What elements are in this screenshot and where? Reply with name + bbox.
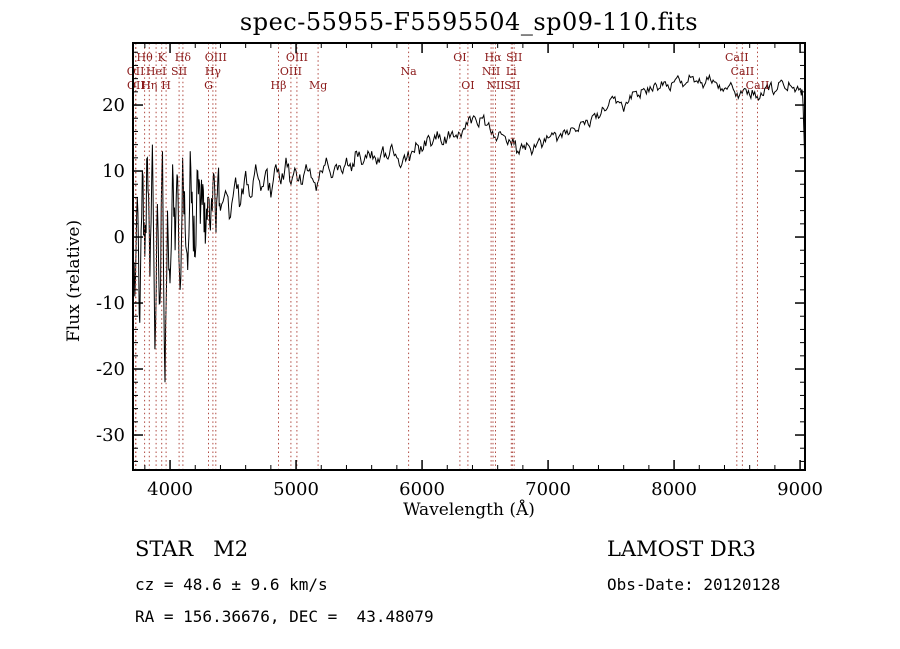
spectral-line-label: CaII	[725, 51, 749, 64]
x-tick-label: 4000	[147, 479, 193, 500]
spectral-line-label: OIII	[286, 51, 308, 64]
spectral-line-label: OII	[127, 79, 145, 92]
spectral-line-label: Hθ	[136, 51, 153, 64]
x-axis-label: Wavelength (Å)	[403, 500, 535, 520]
y-tick-label: 20	[102, 95, 125, 116]
spectral-line-label: HeI	[146, 65, 166, 78]
spectral-line-label: K	[158, 51, 167, 64]
y-tick-label: -30	[96, 425, 125, 446]
x-tick-label: 5000	[273, 479, 319, 500]
y-tick-label: -20	[96, 359, 125, 380]
spectral-line-label: Hα	[484, 51, 502, 64]
spectral-line-label: OII	[127, 65, 145, 78]
spectral-line-label: OIII	[205, 51, 227, 64]
spectral-line-label: Na	[401, 65, 418, 78]
spectral-line-label: Hγ	[205, 65, 222, 78]
spectral-line-label: H	[161, 79, 171, 92]
plot-title: spec-55955-F5595504_sp09-110.fits	[239, 8, 699, 36]
spectral-line-label: SII	[171, 65, 187, 78]
x-tick-label: 9000	[777, 479, 823, 500]
y-tick-label: 10	[102, 161, 125, 182]
ra-dec-text: RA = 156.36676, DEC = 43.48079	[135, 607, 434, 626]
spectrum-trace	[133, 73, 805, 383]
spectral-line-label: Hβ	[271, 79, 287, 92]
classification-text: STAR M2	[135, 537, 249, 561]
spectral-line-label: OI	[461, 79, 474, 92]
spectral-line-label: NII	[486, 79, 504, 92]
y-tick-label: -10	[96, 293, 125, 314]
survey-release-text: LAMOST DR3	[607, 537, 756, 561]
spectral-line-label: Mg	[309, 79, 327, 92]
spectral-line-label: CaII	[746, 79, 770, 92]
spectral-line-label: CaII	[731, 65, 755, 78]
spectral-line-label: G	[204, 79, 213, 92]
spectral-line-label: SII	[504, 79, 520, 92]
obs-date-text: Obs-Date: 20120128	[607, 575, 781, 594]
plot-border	[132, 42, 806, 471]
spectral-line-label: Hη	[141, 79, 157, 92]
x-tick-label: 6000	[399, 479, 445, 500]
spectral-line-label: SII	[506, 51, 522, 64]
x-tick-label: 8000	[651, 479, 697, 500]
spectral-line-label: OIII	[280, 65, 302, 78]
cz-velocity-text: cz = 48.6 ± 9.6 km/s	[135, 575, 328, 594]
spectral-line-label: NII	[482, 65, 500, 78]
spectral-line-label: Hδ	[175, 51, 192, 64]
x-tick-label: 7000	[525, 479, 571, 500]
spectral-line-label: Li	[506, 65, 517, 78]
spectral-line-label: OI	[453, 51, 466, 64]
y-axis-label: Flux (relative)	[64, 219, 84, 342]
y-tick-label: 0	[114, 227, 125, 248]
